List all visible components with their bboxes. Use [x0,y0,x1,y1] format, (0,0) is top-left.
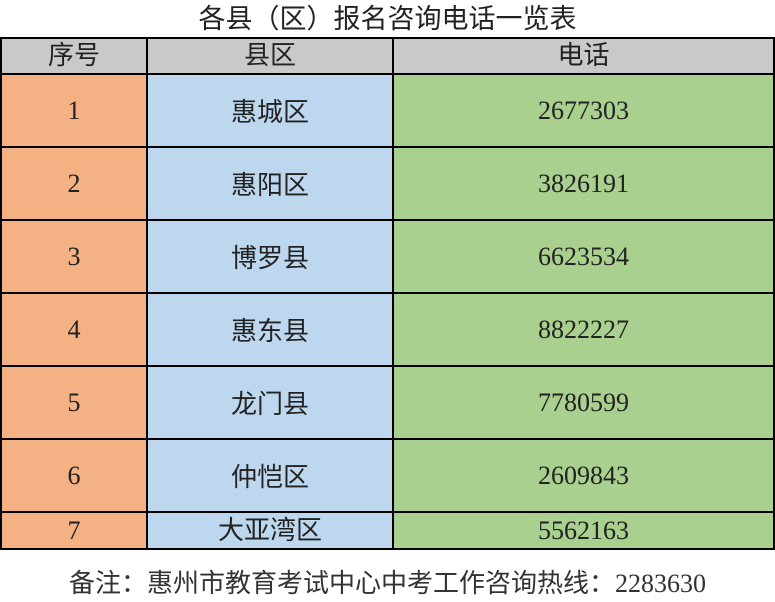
column-header-phone: 电话 [392,37,775,75]
table-row: 5 龙门县 7780599 [0,365,775,440]
table-row: 2 惠阳区 3826191 [0,146,775,221]
column-header-no: 序号 [0,37,148,75]
header-row: 序号 县区 电话 [0,37,775,75]
table-row: 7 大亚湾区 5562163 [0,511,775,550]
cell-no: 6 [0,438,148,513]
cell-no: 3 [0,219,148,294]
cell-phone: 7780599 [392,365,775,440]
cell-district: 仲恺区 [146,438,394,513]
table-row: 3 博罗县 6623534 [0,219,775,294]
cell-no: 2 [0,146,148,221]
cell-district: 惠东县 [146,292,394,367]
column-header-district: 县区 [146,37,394,75]
table-row: 4 惠东县 8822227 [0,292,775,367]
cell-no: 7 [0,511,148,550]
cell-phone: 2609843 [392,438,775,513]
cell-phone: 5562163 [392,511,775,550]
cell-district: 博罗县 [146,219,394,294]
cell-district: 惠城区 [146,73,394,148]
cell-no: 1 [0,73,148,148]
footer-note: 备注：惠州市教育考试中心中考工作咨询热线：2283630 [68,569,706,598]
phone-table: 序号 县区 电话 1 惠城区 2677303 2 惠阳区 3826191 3 博… [0,37,775,550]
cell-phone: 3826191 [392,146,775,221]
cell-district: 惠阳区 [146,146,394,221]
cell-phone: 2677303 [392,73,775,148]
cell-no: 5 [0,365,148,440]
cell-district: 大亚湾区 [146,511,394,550]
table-row: 1 惠城区 2677303 [0,73,775,148]
cell-district: 龙门县 [146,365,394,440]
table-row: 6 仲恺区 2609843 [0,438,775,513]
cell-phone: 6623534 [392,219,775,294]
table-title: 各县（区）报名咨询电话一览表 [198,4,577,34]
cell-no: 4 [0,292,148,367]
cell-phone: 8822227 [392,292,775,367]
